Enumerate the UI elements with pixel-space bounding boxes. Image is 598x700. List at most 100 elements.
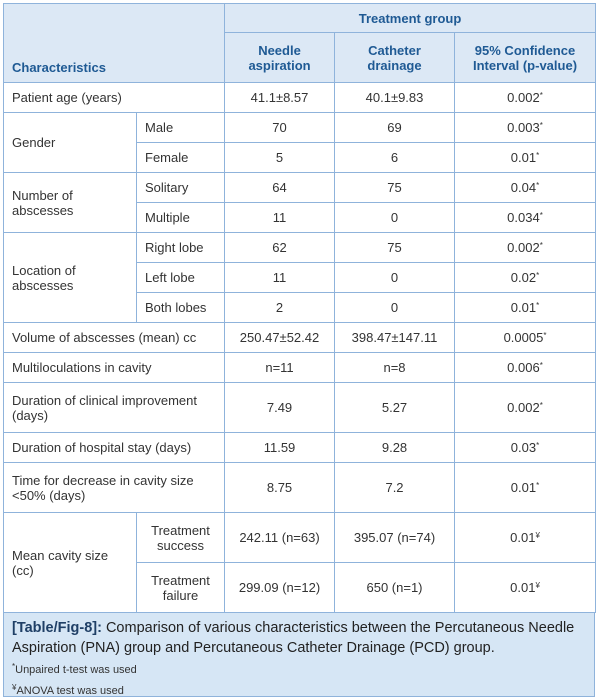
p-value: 0.01 bbox=[510, 150, 537, 165]
needle-value: n=11 bbox=[224, 352, 336, 383]
needle-value: 242.11 (n=63) bbox=[224, 512, 336, 563]
p-value: 0.01 bbox=[510, 300, 537, 315]
p-value-cell: 0.002* bbox=[454, 232, 597, 263]
table-row: Left lobe 11 0 0.02* bbox=[4, 262, 597, 293]
p-value: 0.01 bbox=[510, 530, 536, 545]
row-label: Location of abscesses bbox=[3, 232, 137, 323]
p-value: 0.02 bbox=[510, 270, 537, 285]
p-value-cell: 0.03* bbox=[454, 432, 597, 463]
row-label: Gender bbox=[3, 112, 137, 173]
catheter-value: 5.27 bbox=[334, 382, 456, 433]
p-value: 0.01 bbox=[510, 480, 537, 495]
p-value-cell: 0.006* bbox=[454, 352, 597, 383]
row-sublabel: Both lobes bbox=[135, 292, 226, 323]
footnote-marker: * bbox=[539, 211, 543, 220]
catheter-value: n=8 bbox=[334, 352, 456, 383]
caption: [Table/Fig-8]: Comparison of various char… bbox=[12, 618, 586, 658]
catheter-value: 395.07 (n=74) bbox=[334, 512, 456, 563]
p-value: 0.006 bbox=[507, 360, 540, 375]
needle-value: 299.09 (n=12) bbox=[224, 562, 336, 613]
table-row: Duration of hospital stay (days) 11.59 9.2… bbox=[2, 432, 597, 463]
footnote-marker: ¥ bbox=[535, 531, 540, 540]
table-row: Multiple 11 0 0.034* bbox=[4, 202, 597, 233]
header-ci: 95% Confidence Interval (p-value) bbox=[454, 32, 597, 83]
footnotes: *Unpaired t-test was used ¥ANOVA test was… bbox=[12, 658, 586, 700]
header-catheter: Catheter drainage bbox=[334, 32, 456, 83]
table-row: Volume of abscesses (mean) cc 250.47±52.4… bbox=[2, 322, 597, 353]
catheter-value: 0 bbox=[334, 262, 456, 293]
caption-text: Comparison of various characteristics be… bbox=[12, 620, 575, 656]
p-value-cell: 0.0005* bbox=[454, 322, 597, 353]
footnote-marker: * bbox=[539, 91, 543, 100]
table: Characteristics Treatment group Needle a… bbox=[2, 3, 597, 613]
p-value-cell: 0.01¥ bbox=[454, 562, 597, 613]
footnote-marker: * bbox=[536, 481, 540, 490]
row-sublabel: Treatment failure bbox=[135, 562, 226, 613]
needle-value: 5 bbox=[224, 142, 336, 173]
header-needle: Needle aspiration bbox=[224, 32, 336, 83]
catheter-value: 75 bbox=[334, 232, 456, 263]
table-row: Patient age (years) 41.1±8.57 40.1±9.83 0.0… bbox=[2, 82, 597, 113]
row-sublabel: Treatment success bbox=[135, 512, 226, 563]
row-sublabel: Right lobe bbox=[135, 232, 226, 263]
table-body: Patient age (years) 41.1±8.57 40.1±9.83 0.0… bbox=[2, 82, 597, 613]
row-label: Patient age (years) bbox=[2, 82, 226, 113]
p-value: 0.003 bbox=[507, 120, 540, 135]
footnote-marker: * bbox=[536, 181, 540, 190]
footnote-marker: * bbox=[536, 151, 540, 160]
p-value: 0.002 bbox=[507, 240, 540, 255]
row-label: Volume of abscesses (mean) cc bbox=[2, 322, 226, 353]
footnote-marker: ¥ bbox=[12, 683, 17, 692]
footnote-text: Unpaired t-test was used bbox=[15, 664, 137, 676]
table-row: Treatment failure 299.09 (n=12) 650 (n=1) 0… bbox=[4, 562, 597, 613]
needle-value: 41.1±8.57 bbox=[224, 82, 336, 113]
catheter-value: 40.1±9.83 bbox=[334, 82, 456, 113]
table-row: Multiloculations in cavity n=11 n=8 0.006* bbox=[2, 352, 597, 383]
p-value-cell: 0.01* bbox=[454, 142, 597, 173]
needle-value: 2 bbox=[224, 292, 336, 323]
row-sublabel: Female bbox=[135, 142, 226, 173]
footnote-text: ANOVA test was used bbox=[16, 685, 124, 697]
footnote-marker: * bbox=[539, 241, 543, 250]
footnote: *Unpaired t-test was used bbox=[12, 658, 586, 679]
row-sublabel: Multiple bbox=[135, 202, 226, 233]
footnote-marker: * bbox=[536, 301, 540, 310]
row-label: Multiloculations in cavity bbox=[2, 352, 226, 383]
catheter-value: 69 bbox=[334, 112, 456, 143]
p-value: 0.002 bbox=[507, 400, 540, 415]
table-figure: Characteristics Treatment group Needle a… bbox=[2, 3, 597, 700]
needle-value: 250.47±52.42 bbox=[224, 322, 336, 353]
row-label: Time for decrease in cavity size <50% (d… bbox=[2, 462, 226, 513]
catheter-value: 9.28 bbox=[334, 432, 456, 463]
row-label: Duration of hospital stay (days) bbox=[2, 432, 226, 463]
p-value-cell: 0.01* bbox=[454, 292, 597, 323]
footnote-marker: * bbox=[536, 271, 540, 280]
needle-value: 64 bbox=[224, 172, 336, 203]
needle-value: 11.59 bbox=[224, 432, 336, 463]
catheter-value: 0 bbox=[334, 292, 456, 323]
footnote: ¥ANOVA test was used bbox=[12, 679, 586, 700]
needle-value: 11 bbox=[224, 202, 336, 233]
table-row: Time for decrease in cavity size <50% (d… bbox=[2, 462, 597, 513]
p-value: 0.01 bbox=[510, 580, 536, 595]
catheter-value: 6 bbox=[334, 142, 456, 173]
needle-value: 62 bbox=[224, 232, 336, 263]
footnote-marker: * bbox=[539, 121, 543, 130]
table-row: Duration of clinical improvement (days) 7… bbox=[2, 382, 597, 433]
footnote-marker: * bbox=[543, 331, 547, 340]
row-label: Duration of clinical improvement (days) bbox=[2, 382, 226, 433]
footnote-marker: ¥ bbox=[535, 581, 540, 590]
p-value-cell: 0.04* bbox=[454, 172, 597, 203]
p-value-cell: 0.01¥ bbox=[454, 512, 597, 563]
p-value-cell: 0.002* bbox=[454, 82, 597, 113]
needle-value: 8.75 bbox=[224, 462, 336, 513]
header-characteristics: Characteristics bbox=[2, 3, 226, 83]
table-row: Female 5 6 0.01* bbox=[4, 142, 597, 173]
p-value-cell: 0.003* bbox=[454, 112, 597, 143]
row-sublabel: Solitary bbox=[135, 172, 226, 203]
catheter-value: 75 bbox=[334, 172, 456, 203]
catheter-value: 650 (n=1) bbox=[334, 562, 456, 613]
p-value-cell: 0.02* bbox=[454, 262, 597, 293]
footnote-marker: * bbox=[536, 441, 540, 450]
